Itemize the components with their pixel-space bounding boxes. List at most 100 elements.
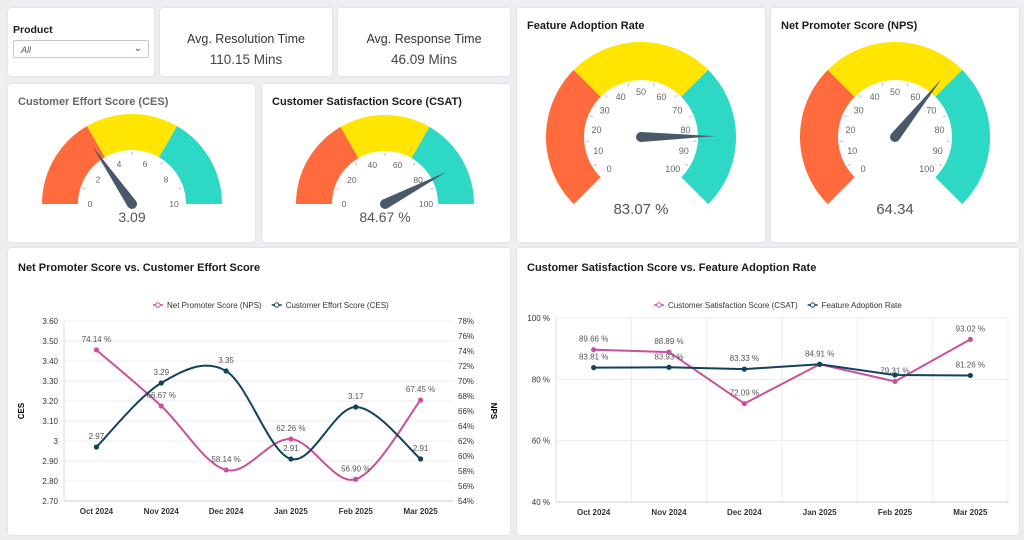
gauge-tick-label: 100: [665, 164, 680, 174]
x-tick-label: Nov 2024: [651, 508, 687, 517]
gauge-tick-label: 70: [926, 106, 936, 116]
gauge-tick-label: 80: [934, 125, 944, 135]
product-select[interactable]: All⌄: [13, 40, 149, 58]
y2-tick-label: 70%: [458, 377, 474, 386]
data-point: [968, 337, 973, 342]
data-label: 2.91: [283, 444, 299, 453]
data-label: 3.29: [153, 368, 169, 377]
csat-far-chart-card: Customer Satisfaction Score vs. Feature …: [517, 248, 1019, 535]
data-point: [742, 367, 747, 372]
data-label: 89.66 %: [579, 335, 608, 344]
gauge-tick-label: 60: [393, 160, 403, 170]
gauge-tick-label: 40: [368, 160, 378, 170]
gauge-needle-hub: [890, 132, 900, 142]
chevron-down-icon: ⌄: [134, 43, 142, 54]
series-line: [96, 366, 420, 460]
data-label: 93.02 %: [956, 324, 985, 333]
data-label: 2.91: [413, 444, 429, 453]
data-label: 83.81 %: [579, 353, 608, 362]
gauge-tick-label: 100: [419, 199, 433, 209]
y-tick-label: 3.30: [42, 377, 58, 386]
gauge-tick-mark: [336, 188, 339, 189]
data-point: [666, 365, 671, 370]
x-tick-label: Mar 2025: [953, 508, 988, 517]
legend-marker-dot: [657, 303, 661, 307]
legend-marker-dot: [275, 303, 279, 307]
gauge-tick-label: 100: [919, 164, 934, 174]
data-label: 83.93 %: [654, 352, 683, 361]
data-point: [418, 456, 423, 461]
nps-ces-chart: 3.603.503.403.303.203.1032.902.802.7078%…: [8, 248, 510, 535]
gauge-value: 3.09: [118, 209, 145, 225]
data-label: 67.45 %: [406, 385, 435, 394]
y2-tick-label: 62%: [458, 437, 474, 446]
gauge-tick-mark: [653, 84, 654, 87]
product-filter-label: Product: [13, 24, 53, 36]
data-point: [892, 379, 897, 384]
gauge-tick-label: 6: [143, 159, 148, 169]
y-tick-label: 3.20: [42, 397, 58, 406]
gauge-tick-label: 90: [679, 146, 689, 156]
gauge-tick-mark: [161, 162, 163, 164]
x-tick-label: Dec 2024: [727, 508, 762, 517]
data-label: 84.91 %: [805, 349, 834, 358]
gauge-tick-label: 70: [672, 106, 682, 116]
data-label: 58.14 %: [211, 455, 240, 464]
gauge-tick-label: 40: [870, 92, 880, 102]
y2-tick-label: 66%: [458, 407, 474, 416]
y2-tick-label: 72%: [458, 362, 474, 371]
nps-ces-chart-card: Net Promoter Score vs. Customer Effort S…: [8, 248, 510, 535]
gauge-tick-mark: [594, 164, 597, 166]
gauge-range-teal: [935, 70, 990, 204]
gauge-tick-mark: [848, 164, 851, 166]
data-point: [288, 436, 293, 441]
y-tick-label: 3.60: [42, 317, 58, 326]
gauge-title: Net Promoter Score (NPS): [781, 20, 917, 32]
y-tick-label: 60 %: [532, 437, 550, 446]
y2-tick-label: 68%: [458, 392, 474, 401]
series-line: [96, 350, 420, 480]
gauge-tick-label: 60: [656, 92, 666, 102]
data-label: 3.17: [348, 392, 364, 401]
data-point: [288, 456, 293, 461]
legend-label: Customer Satisfaction Score (CSAT): [668, 301, 798, 310]
gauge-tick-mark: [590, 116, 593, 117]
gauge-tick-label: 60: [910, 92, 920, 102]
data-point: [418, 398, 423, 403]
y-tick-label: 2.80: [42, 477, 58, 486]
gauge-tick-label: 10: [169, 199, 179, 209]
legend-label: Customer Effort Score (CES): [286, 301, 389, 310]
gauge-tick-mark: [605, 95, 607, 97]
gauge-tick-label: 10: [593, 146, 603, 156]
gauge-tick-label: 90: [933, 146, 943, 156]
data-label: 66.67 %: [147, 391, 176, 400]
gauge-tick-label: 50: [890, 87, 900, 97]
x-tick-label: Oct 2024: [577, 508, 611, 517]
kpi-value: 110.15 Mins: [160, 52, 332, 67]
y-tick-label: 80 %: [532, 375, 550, 384]
data-point: [353, 404, 358, 409]
gauge-tick-mark: [675, 95, 677, 97]
gauge-tick-mark: [907, 84, 908, 87]
gauge-tick-label: 0: [88, 199, 93, 209]
data-point: [817, 362, 822, 367]
data-label: 62.26 %: [276, 424, 305, 433]
gauge-tick-label: 8: [164, 174, 169, 184]
gauge-tick-mark: [689, 116, 692, 117]
gauge-title: Feature Adoption Rate: [527, 20, 645, 32]
gauge-title: Customer Satisfaction Score (CSAT): [272, 96, 462, 108]
y2-tick-label: 64%: [458, 422, 474, 431]
y2-axis-title: NPS: [489, 403, 498, 420]
gauge-tick-mark: [685, 164, 688, 166]
gauge-tick-label: 80: [680, 125, 690, 135]
data-label: 74.14 %: [82, 335, 111, 344]
data-label: 81.26 %: [956, 360, 985, 369]
gauge-tick-label: 0: [861, 164, 866, 174]
gauge-tick-mark: [179, 188, 182, 189]
x-tick-label: Dec 2024: [209, 507, 244, 516]
x-tick-label: Feb 2025: [878, 508, 913, 517]
data-point: [94, 347, 99, 352]
kpi-resolution-time: Avg. Resolution Time 110.15 Mins: [160, 8, 332, 76]
data-label: 88.89 %: [654, 337, 683, 346]
